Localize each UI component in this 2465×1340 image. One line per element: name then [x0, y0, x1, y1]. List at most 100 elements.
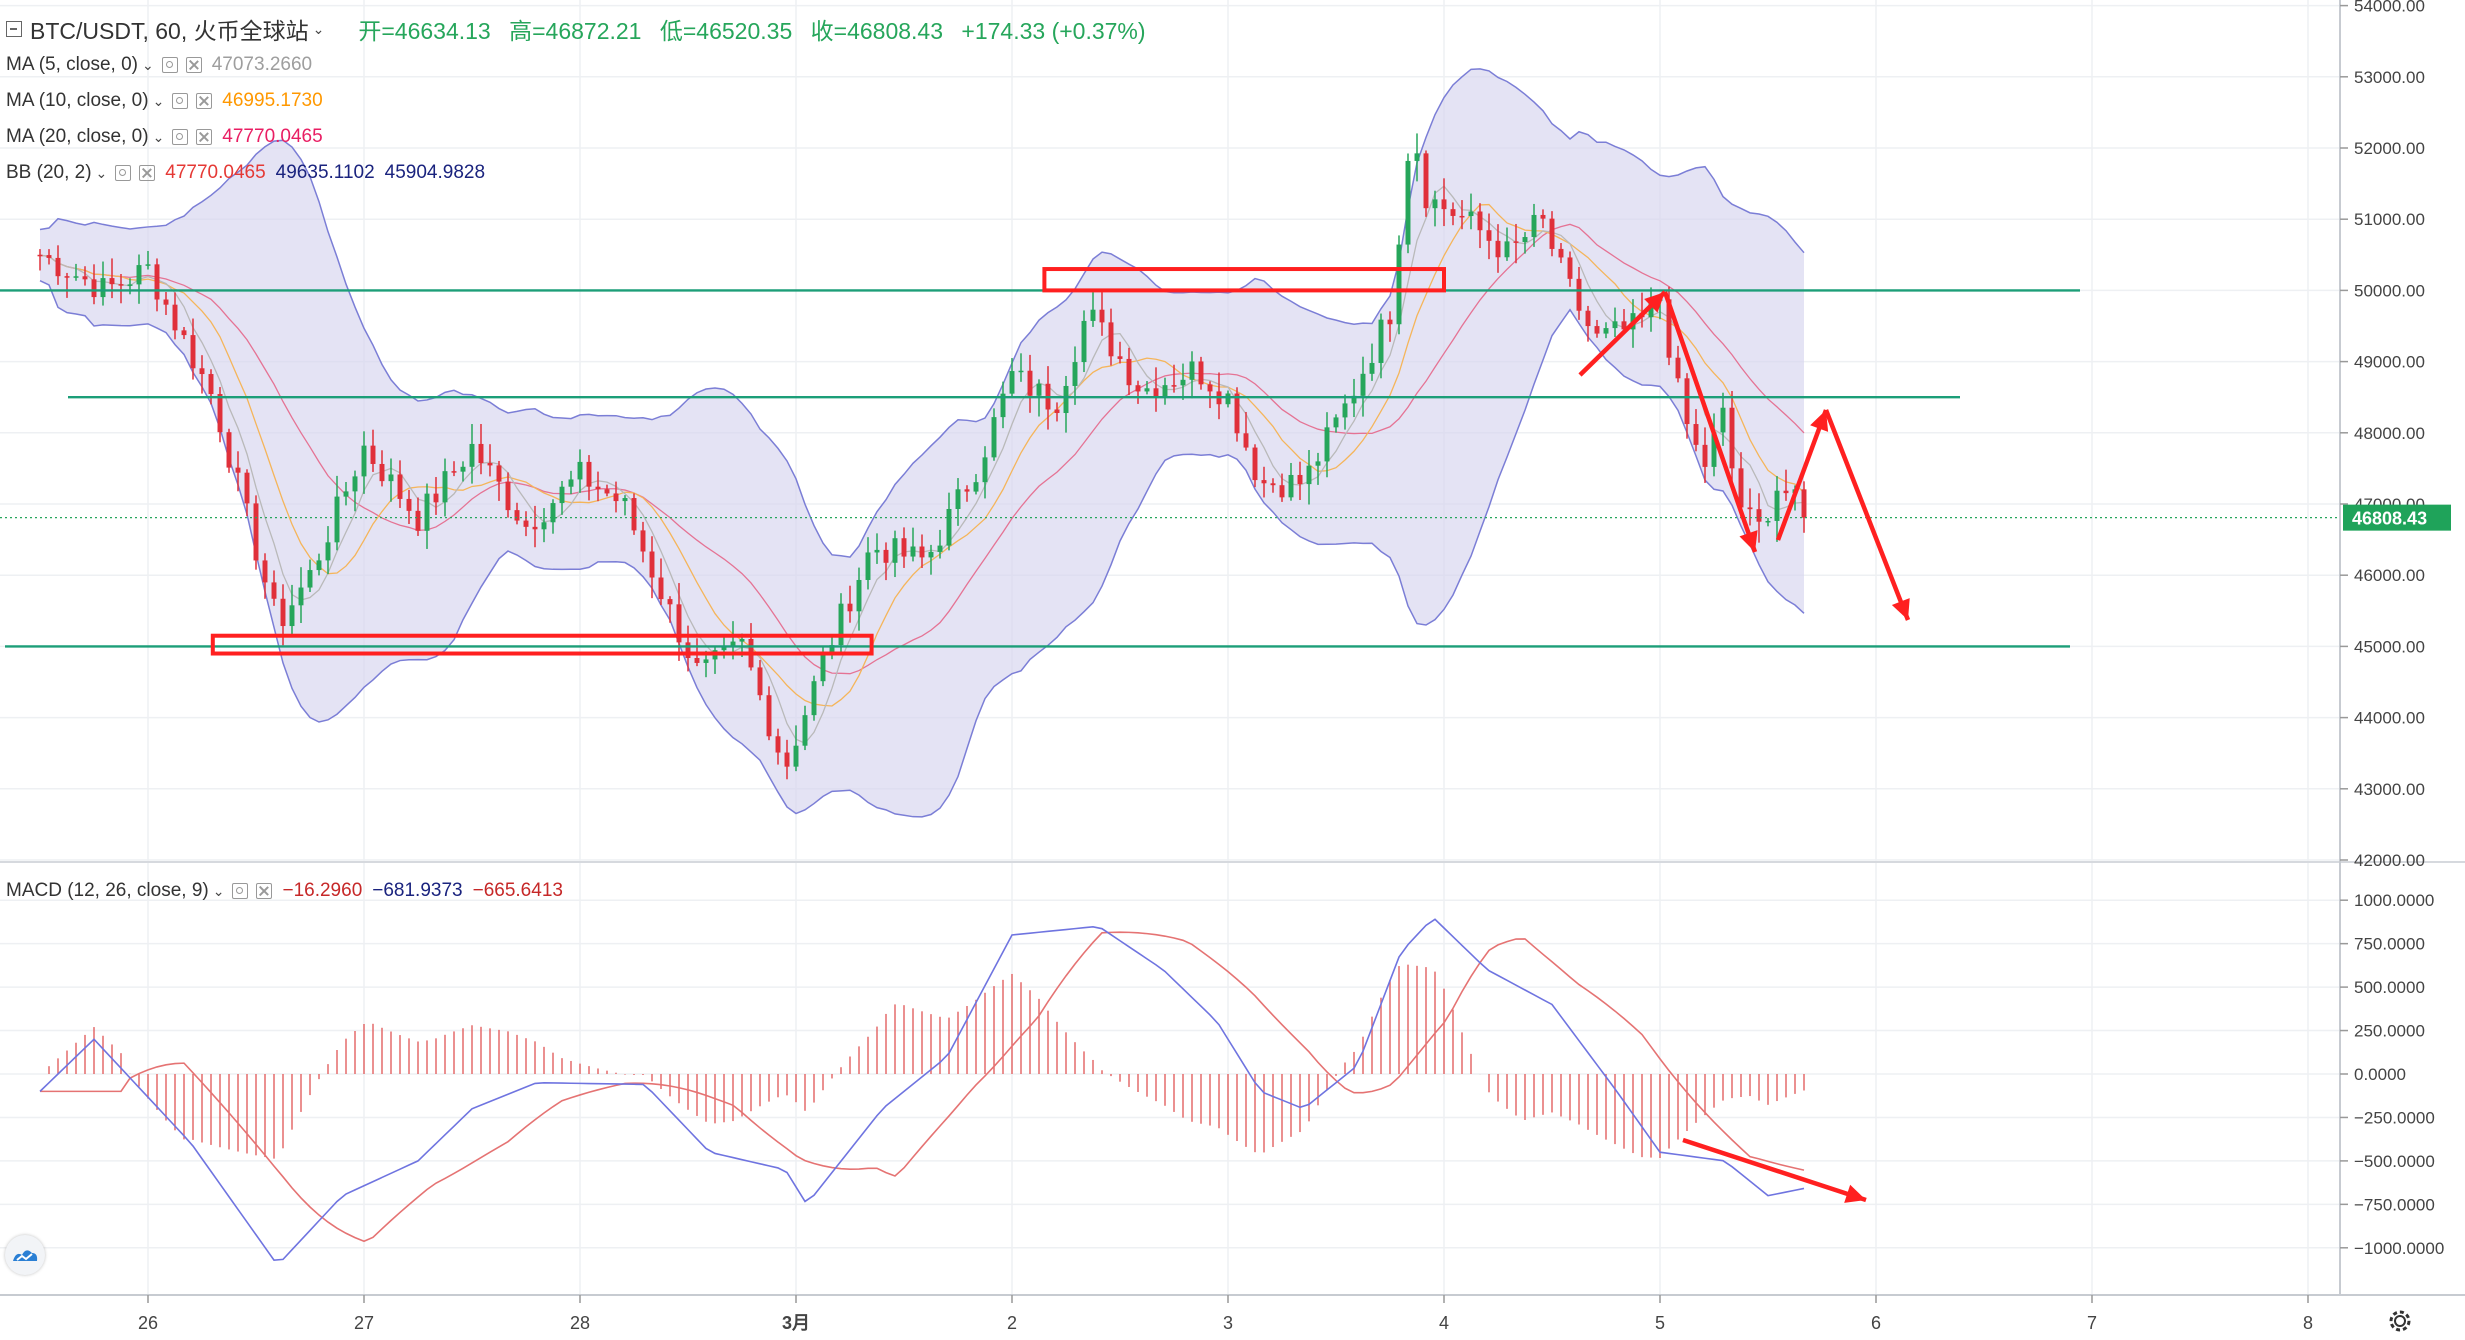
candle-body [946, 508, 952, 546]
candle-body [253, 503, 259, 561]
price-tick-label: 48000.00 [2354, 424, 2425, 443]
chevron-down-icon[interactable]: ⌄ [95, 164, 108, 181]
candle-body [1369, 362, 1375, 374]
candle-body [109, 278, 115, 285]
candle-body [199, 368, 205, 375]
close-icon[interactable] [256, 883, 273, 899]
candle-body [226, 432, 232, 468]
eye-icon[interactable] [172, 129, 189, 145]
close-value: 收=46808.43 [810, 18, 944, 44]
chevron-down-icon[interactable]: ⌄ [312, 20, 325, 37]
candle-body [1774, 490, 1780, 521]
eye-icon[interactable] [161, 57, 178, 73]
arrow-down-1 [1662, 291, 1758, 553]
candle-body [415, 510, 421, 531]
candle-body [730, 641, 736, 646]
candle-body [1342, 403, 1348, 418]
price-tick-label: 50000.00 [2354, 281, 2425, 300]
legend-ma10[interactable]: MA (10, close, 0) ⌄ 46995.1730 [6, 90, 323, 112]
legend-bb-upper: 49635.1102 [275, 162, 375, 183]
candle-body [1333, 417, 1339, 428]
eye-icon[interactable] [232, 883, 249, 899]
candle-body [1423, 153, 1429, 209]
candle-body [235, 467, 241, 473]
settings-gear-icon[interactable] [2389, 1310, 2411, 1332]
candle-body [73, 276, 79, 278]
candle-body [1099, 309, 1105, 323]
candle-body [568, 479, 574, 487]
logo-icon[interactable] [5, 1235, 45, 1275]
candle-body [1387, 319, 1393, 325]
candle-body [586, 461, 592, 487]
candle-body [1567, 257, 1573, 279]
candle-body [46, 255, 52, 258]
macd-tick-label: 750.0000 [2354, 935, 2425, 954]
legend-ma20[interactable]: MA (20, close, 0) ⌄ 47770.0465 [6, 126, 323, 148]
chevron-down-icon[interactable]: ⌄ [212, 882, 225, 899]
candle-body [991, 417, 997, 458]
candle-body [1711, 432, 1717, 467]
candle-body [163, 299, 169, 305]
close-icon[interactable] [139, 165, 156, 181]
annotation-box [1042, 267, 1447, 293]
candle-body [298, 587, 304, 606]
candle-body [1225, 393, 1231, 405]
candle-body [1549, 218, 1555, 249]
legend-macd[interactable]: MACD (12, 26, close, 9) ⌄ −16.2960 −681.… [6, 880, 563, 902]
candle-body [1252, 447, 1258, 481]
minus-box-icon[interactable] [6, 21, 22, 37]
legend-macd-line: −681.9373 [372, 880, 463, 901]
macd-tick-label: 500.0000 [2354, 978, 2425, 997]
ohlc-readout: 开=46634.13 高=46872.21 低=46520.35 收=46808… [358, 12, 1157, 46]
legend-bb[interactable]: BB (20, 2) ⌄ 47770.0465 49635.1102 45904… [6, 162, 485, 184]
candle-body [1360, 373, 1366, 396]
time-tick-label: 7 [2087, 1313, 2097, 1333]
chevron-down-icon[interactable]: ⌄ [142, 56, 154, 73]
candle-body [1720, 407, 1726, 433]
candle-body [370, 445, 376, 464]
candle-body [1522, 237, 1528, 243]
ma20-line [39, 223, 1805, 675]
candle-body [1576, 278, 1582, 311]
candle-body [1738, 468, 1744, 508]
candle-body [1585, 310, 1591, 327]
candle-body [919, 546, 925, 558]
candle-body [1315, 461, 1321, 466]
candle-body [1513, 241, 1519, 243]
candle-body [1621, 321, 1627, 330]
chevron-down-icon[interactable]: ⌄ [152, 92, 165, 109]
candle-body [1396, 244, 1402, 325]
candle-body [1261, 480, 1267, 484]
price-tick-label: 51000.00 [2354, 210, 2425, 229]
candle-body [334, 496, 340, 543]
eye-icon[interactable] [115, 165, 132, 181]
candle-body [892, 538, 898, 563]
candle-body [658, 577, 664, 600]
candle-body [676, 604, 682, 643]
eye-icon[interactable] [172, 93, 189, 109]
macd-tick-label: 0.0000 [2354, 1065, 2406, 1084]
gear-teeth [2389, 1310, 2411, 1332]
candle-body [1414, 153, 1420, 161]
legend-ma5[interactable]: MA (5, close, 0) ⌄ 47073.2660 [6, 54, 312, 76]
candle-body [190, 335, 196, 369]
candle-body [1684, 378, 1690, 425]
candle-body [1432, 199, 1438, 209]
time-tick-label: 6 [1871, 1313, 1881, 1333]
chevron-down-icon[interactable]: ⌄ [152, 128, 165, 145]
candle-body [910, 546, 916, 557]
candle-body [469, 443, 475, 467]
candle-body [793, 745, 799, 767]
candle-body [595, 486, 601, 490]
close-icon[interactable] [185, 57, 202, 73]
candle-body [1306, 465, 1312, 485]
candle-body [1459, 215, 1465, 218]
legend-ma5-value: 47073.2660 [211, 54, 313, 75]
candle-body [316, 560, 322, 571]
close-icon[interactable] [196, 93, 213, 109]
candle-body [1495, 240, 1501, 258]
candle-body [982, 457, 988, 483]
macd-tick-label: 1000.0000 [2354, 891, 2434, 910]
close-icon[interactable] [196, 129, 213, 145]
